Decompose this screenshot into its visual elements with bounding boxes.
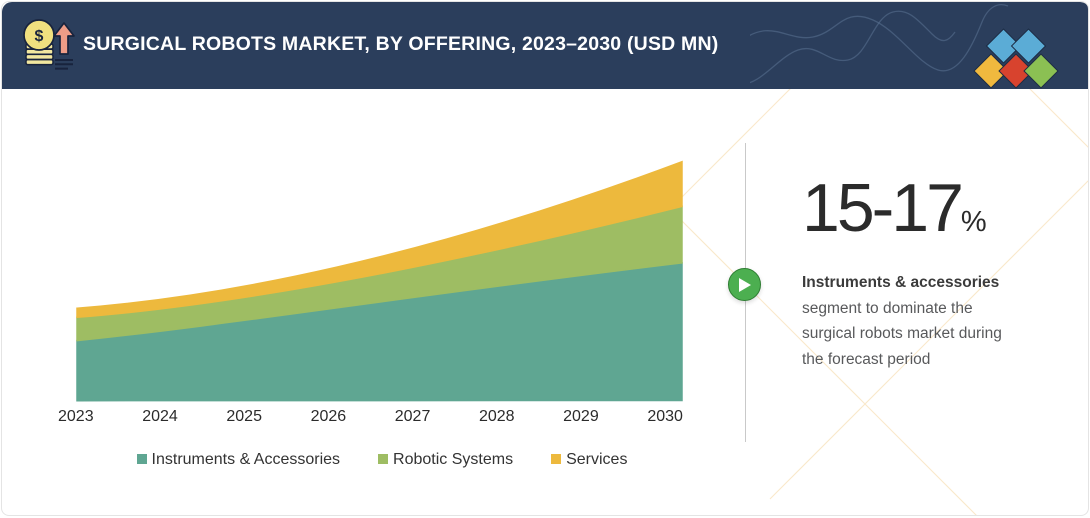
svg-text:$: $ bbox=[35, 28, 44, 45]
